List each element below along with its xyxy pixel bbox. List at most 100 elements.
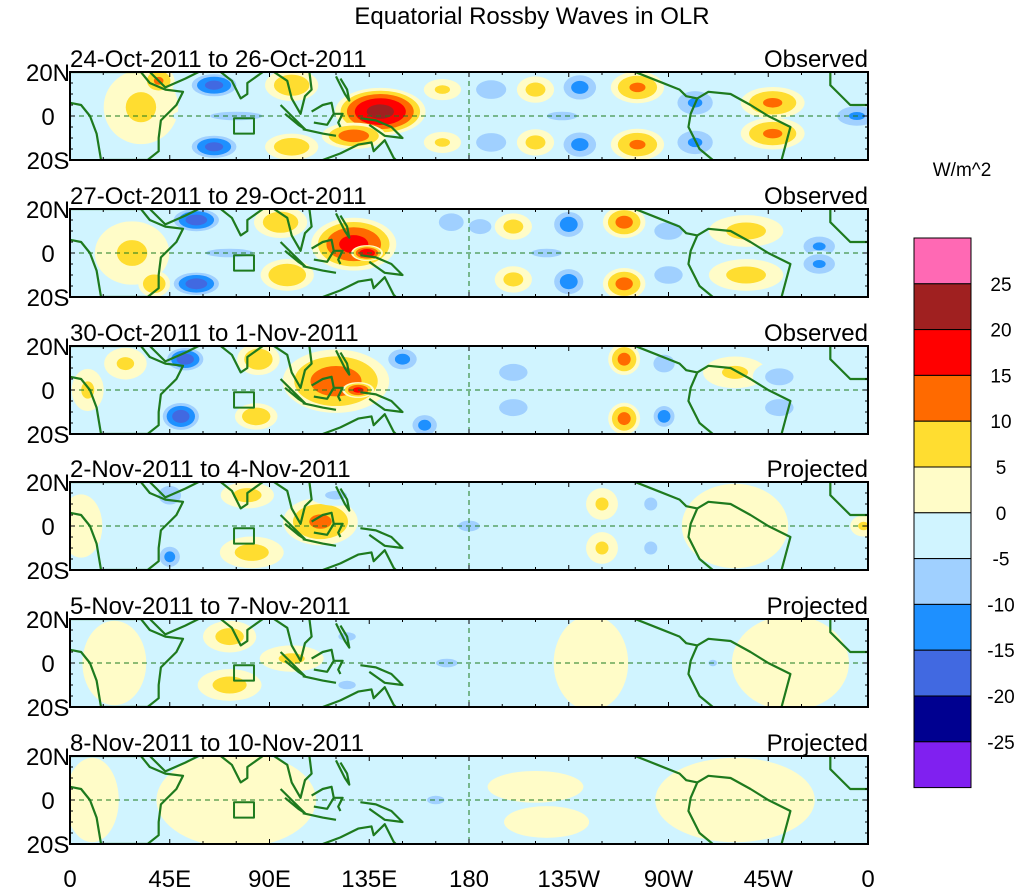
contour-level [681, 483, 789, 569]
reference-box [233, 801, 255, 819]
coastline-sulawesi [333, 796, 344, 812]
panel-2: 27-Oct-2011 to 29-Oct-2011 Observed 20N 0 20… [26, 183, 869, 312]
contour-level [657, 410, 671, 423]
x-tick-label: 180 [449, 866, 489, 890]
anomaly-cell [420, 652, 474, 674]
panel-field [70, 72, 868, 160]
contour-level [644, 541, 658, 555]
coastline-southam [696, 90, 792, 160]
contour-level [559, 273, 578, 290]
coastline-southam_w [687, 97, 714, 160]
anomaly-cell [602, 267, 646, 297]
panel-date-range: 30-Oct-2011 to 1-Nov-2011 [70, 320, 359, 347]
anomaly-cell [283, 497, 358, 546]
anomaly-cell [486, 391, 540, 424]
anomaly-cell [608, 346, 641, 376]
coastline-arabia [149, 72, 200, 89]
coastline-arabia [149, 619, 200, 636]
coastline-centralam [634, 72, 698, 100]
contour-level [654, 266, 683, 284]
anomaly-cell [553, 619, 629, 707]
contour-level [176, 353, 194, 365]
contour-level [244, 348, 273, 370]
panel-6: 8-Nov-2011 to 10-Nov-2011 Projected 20N 0 20… [26, 730, 869, 859]
contour-level [468, 219, 492, 235]
contour-level [726, 266, 766, 284]
anomaly-cell [708, 259, 784, 291]
anomaly-cell [469, 129, 513, 156]
panel-status: Projected [767, 593, 868, 620]
x-tick-label: 0 [63, 866, 76, 890]
coastline-centralam [634, 482, 698, 510]
anomaly-cell [234, 403, 278, 430]
contour-level [273, 74, 310, 96]
anomaly-cell [423, 131, 462, 153]
contour-level [273, 138, 310, 156]
colorbar-level-label: -25 [987, 733, 1014, 754]
contour-level [546, 111, 578, 121]
anomaly-cell [104, 347, 147, 380]
contour-level [812, 242, 826, 251]
anomaly-cell [602, 209, 646, 239]
anomaly-cell [169, 270, 223, 297]
coastline-southam [696, 364, 792, 434]
contour-level [125, 92, 157, 123]
coastline-westafrica [829, 209, 868, 244]
y-tick-label: 20S [27, 422, 70, 449]
contour-level [595, 541, 609, 555]
anomaly-cell [486, 356, 540, 389]
y-tick-label: 20N [26, 60, 70, 87]
contour-level [262, 211, 299, 233]
anomaly-cell [509, 242, 584, 264]
anomaly-cell [681, 483, 789, 569]
contour-level [617, 412, 631, 426]
anomaly-cell [550, 265, 588, 297]
coastline-india [220, 482, 264, 510]
coastline-newguinea [360, 254, 404, 277]
panel-status: Observed [764, 183, 868, 210]
y-tick-label: 20N [26, 197, 70, 224]
anomaly-cell [740, 117, 805, 150]
colorbar-swatch [913, 741, 972, 789]
contour-level [504, 806, 590, 838]
colorbar-level-label: 0 [996, 504, 1007, 525]
anomaly-cell [408, 412, 441, 434]
coastline-seasia [273, 756, 313, 799]
panel-date-range: 2-Nov-2011 to 4-Nov-2011 [70, 456, 351, 483]
colorbar-swatch [913, 237, 972, 285]
coastline-philippines [335, 622, 351, 649]
contour-level [438, 213, 464, 231]
anomaly-cell [82, 620, 147, 706]
contour-level [644, 497, 658, 511]
y-tick-label: 0 [41, 514, 54, 541]
contour-level [142, 274, 166, 294]
y-tick-label: 0 [41, 378, 54, 405]
panels: 24-Oct-2011 to 26-Oct-2011 Observed 20N 0 20… [26, 46, 869, 859]
anomaly-cell [634, 488, 667, 520]
contour-level [476, 80, 507, 99]
y-tick-label: 20N [26, 470, 70, 497]
coastline-arabia [149, 209, 200, 226]
anomaly-cell [516, 76, 555, 103]
x-tick-label: 90W [644, 866, 694, 890]
coastline-borneo [311, 238, 335, 263]
coastline-india [220, 346, 264, 374]
coastline-java [302, 265, 337, 274]
contour-level [812, 260, 826, 268]
coastline-africa [70, 756, 185, 844]
anomaly-cell [586, 488, 618, 520]
y-tick-label: 20S [27, 148, 70, 175]
anomaly-cell [610, 128, 665, 160]
coastline-southam [696, 774, 792, 844]
colorbar-level-label: -5 [993, 550, 1010, 571]
coastline-africa [70, 619, 185, 707]
colorbar-swatch [913, 283, 972, 331]
reference-box [233, 254, 255, 272]
y-tick-label: 0 [41, 104, 54, 131]
coastline-java [302, 675, 337, 684]
anomaly-cell [197, 669, 262, 701]
coastline-india [220, 209, 264, 237]
contour-level [763, 98, 783, 108]
contour-level [366, 104, 394, 119]
x-tick-label: 90E [248, 866, 291, 890]
